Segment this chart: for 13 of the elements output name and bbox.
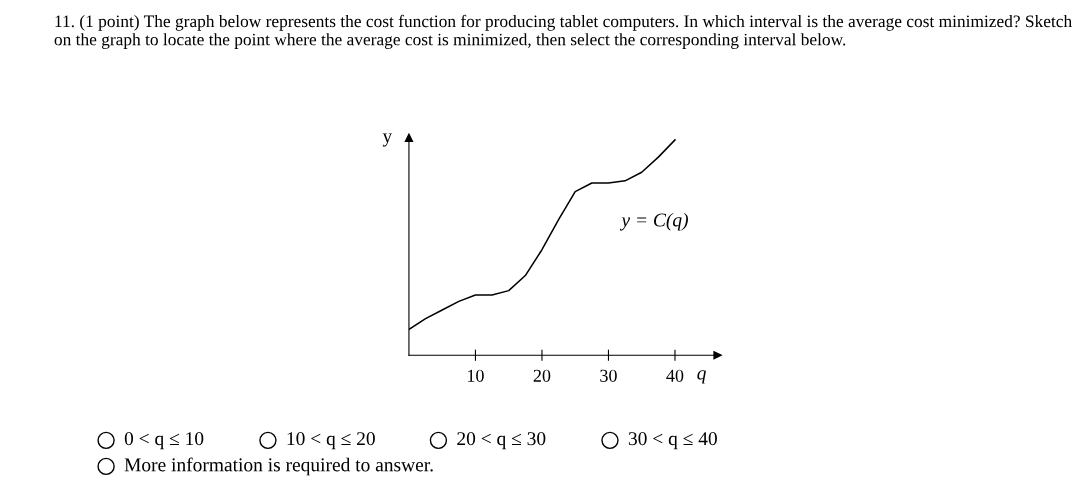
text: 10 < q ≤ 20 — [287, 432, 375, 450]
x-tick-label: 40 — [666, 369, 684, 382]
chart-title: 11. (1 point) The graph below represents the cost function for producing tablet computers. In which interval is the average cost minimized? Sketch on the graph to locate the point where the average cost is minimized, then select the corresponding interval below. — [54, 14, 1072, 49]
x-axis-title: q — [697, 370, 706, 384]
text: More information is required to answer. — [124, 457, 433, 476]
series-label: y = C(q) — [619, 212, 688, 231]
x-tick-label: 30 — [600, 369, 617, 382]
text: 20 < q ≤ 30 — [457, 432, 546, 450]
x-tick-label: 10 — [468, 369, 484, 382]
text: 30 < q ≤ 40 — [628, 432, 717, 450]
text: 0 < q ≤ 10 — [124, 432, 204, 450]
x-tick-label: 20 — [533, 369, 551, 382]
y-axis-title: y — [382, 133, 393, 147]
